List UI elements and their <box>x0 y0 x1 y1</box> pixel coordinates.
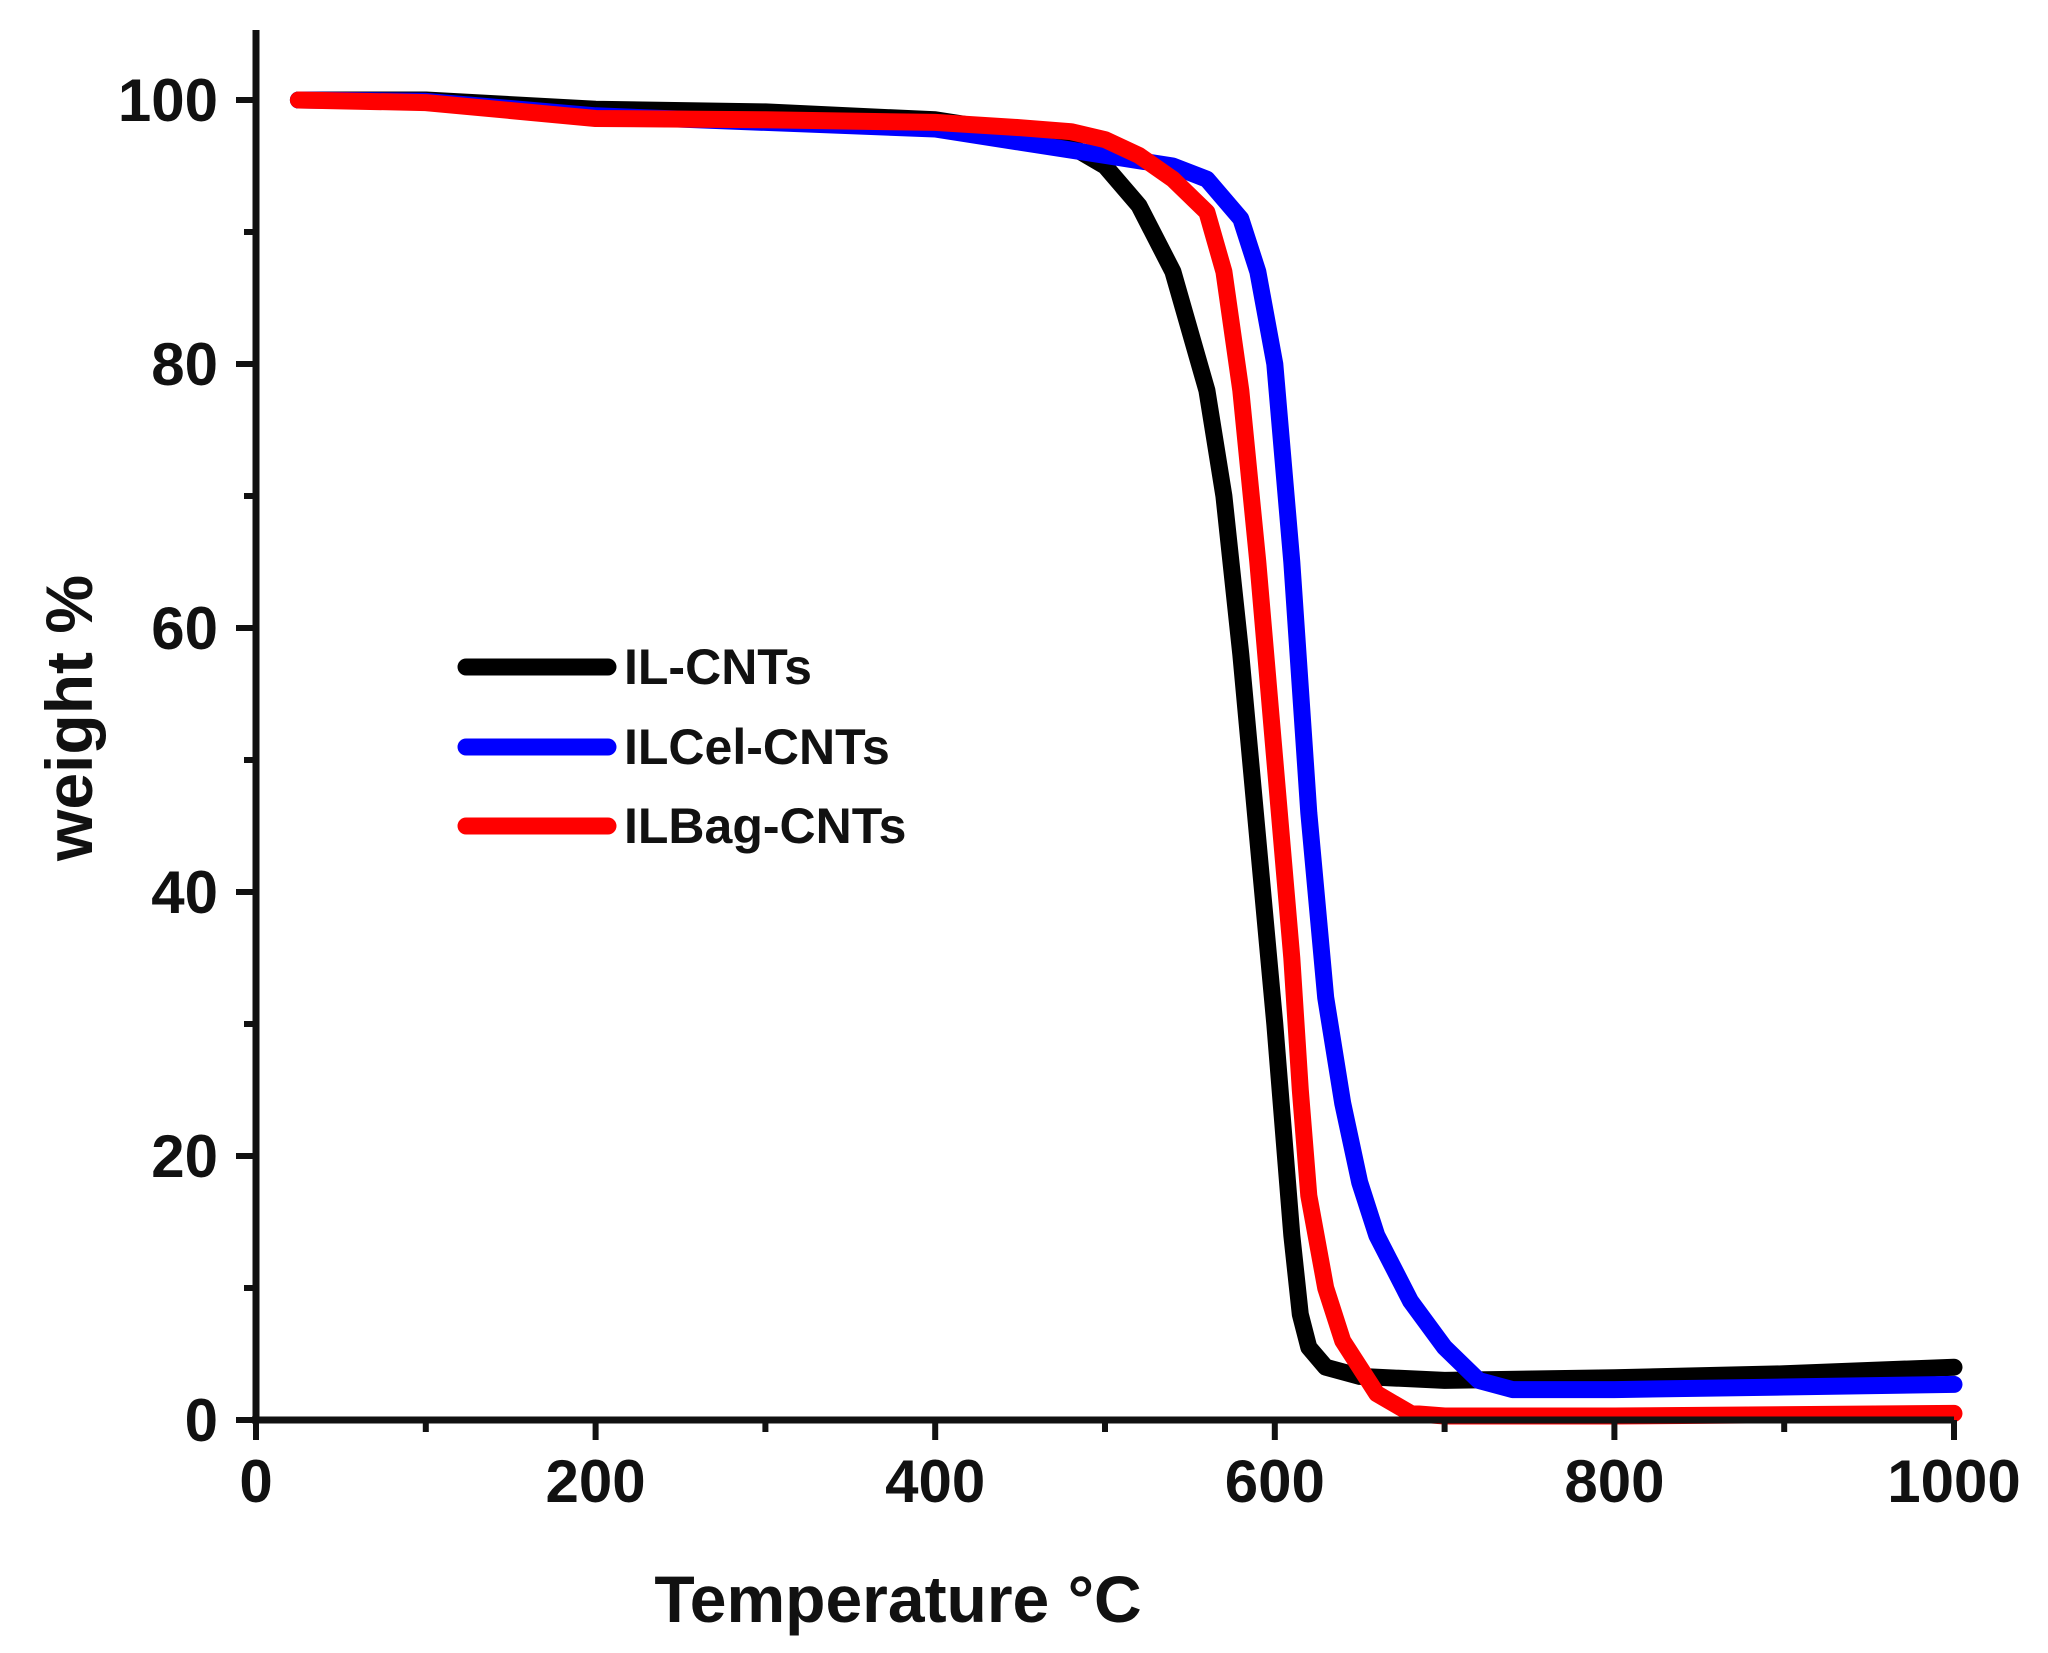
legend-label-il-cnts: IL-CNTs <box>624 639 812 695</box>
x-tick-label: 400 <box>885 1448 985 1515</box>
y-tick-label: 40 <box>151 859 218 926</box>
tick-labels: 0 200 400 600 800 1000 0 20 40 60 80 100 <box>118 67 2021 1515</box>
y-axis-title: weight % <box>32 575 106 862</box>
legend-label-ilbag-cnts: ILBag-CNTs <box>624 798 906 854</box>
x-tick-label: 1000 <box>1887 1448 2020 1515</box>
legend: IL-CNTs ILCel-CNTs ILBag-CNTs <box>457 639 906 854</box>
y-tick-label: 60 <box>151 595 218 662</box>
legend-label-ilcel-cnts: ILCel-CNTs <box>624 719 890 775</box>
y-tick-label: 100 <box>118 67 218 134</box>
series-line-ilbag-cnts <box>289 91 1963 1425</box>
y-tick-label: 20 <box>151 1123 218 1190</box>
x-tick-label: 600 <box>1225 1448 1325 1515</box>
axes <box>252 30 1954 1424</box>
x-tick-label: 800 <box>1564 1448 1664 1515</box>
y-tick-label: 0 <box>185 1387 218 1454</box>
x-tick-label: 200 <box>546 1448 646 1515</box>
ticks <box>236 97 1957 1440</box>
x-axis-title: Temperature °C <box>654 1562 1141 1636</box>
x-tick-label: 0 <box>239 1448 272 1515</box>
series-layer <box>289 91 1963 1425</box>
y-tick-label: 80 <box>151 331 218 398</box>
